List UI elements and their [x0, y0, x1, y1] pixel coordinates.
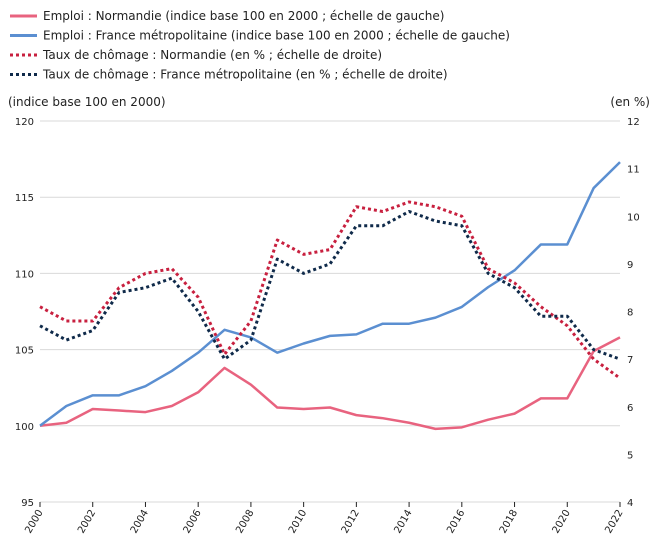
series-line-3	[39, 200, 621, 380]
x-tick-label: 2004	[129, 508, 151, 536]
x-tick-label: 2014	[392, 508, 414, 536]
right-tick-label: 11	[627, 165, 640, 176]
left-tick-label: 105	[15, 346, 34, 357]
series-layer	[39, 161, 621, 431]
right-tick-label: 12	[627, 117, 640, 128]
legend-label-3: Taux de chômage : Normandie (en % ; éche…	[42, 48, 382, 62]
grid-lines	[40, 120, 620, 503]
x-tick-label: 2016	[445, 508, 467, 536]
left-tick-label: 100	[15, 422, 34, 433]
left-tick-label: 110	[15, 269, 34, 280]
series-line-2	[39, 161, 621, 427]
left-tick-label: 95	[21, 498, 34, 509]
x-tick-label: 2006	[182, 508, 204, 536]
right-tick-label: 5	[627, 450, 633, 461]
legend-label-1: Emploi : Normandie (indice base 100 en 2…	[43, 9, 444, 23]
x-tick-label: 2010	[287, 508, 309, 536]
left-axis: 95 100 105 110 115 120	[15, 117, 34, 509]
right-tick-label: 8	[627, 308, 633, 319]
legend-label-4: Taux de chômage : France métropolitaine …	[42, 68, 448, 82]
x-tick-label: 2018	[498, 508, 520, 536]
legend: Emploi : Normandie (indice base 100 en 2…	[10, 9, 510, 82]
right-tick-label: 7	[627, 355, 633, 366]
x-tick-label: 2012	[340, 508, 362, 536]
series-line-4	[39, 209, 621, 361]
series-line-1	[39, 336, 621, 431]
left-tick-label: 115	[15, 193, 34, 204]
right-tick-label: 6	[627, 403, 633, 414]
right-tick-label: 4	[627, 498, 633, 509]
right-tick-label: 10	[627, 212, 640, 223]
left-tick-label: 120	[15, 117, 34, 128]
right-tick-label: 9	[627, 260, 633, 271]
x-tick-label: 2008	[234, 508, 256, 536]
x-tick-label: 2022	[603, 508, 625, 536]
x-tick-label: 2020	[551, 508, 573, 536]
right-axis: 4 5 6 7 8 9 10 11 12	[627, 117, 640, 509]
legend-label-2: Emploi : France métropolitaine (indice b…	[43, 29, 510, 43]
right-axis-title: (en %)	[610, 95, 650, 109]
x-tick-label: 2000	[23, 508, 45, 536]
left-axis-title: (indice base 100 en 2000)	[8, 95, 166, 109]
x-tick-label: 2002	[76, 508, 98, 536]
x-axis: 2000 2002 2004 2006 2008 2010 2012 2014 2016 2018…	[23, 502, 626, 536]
